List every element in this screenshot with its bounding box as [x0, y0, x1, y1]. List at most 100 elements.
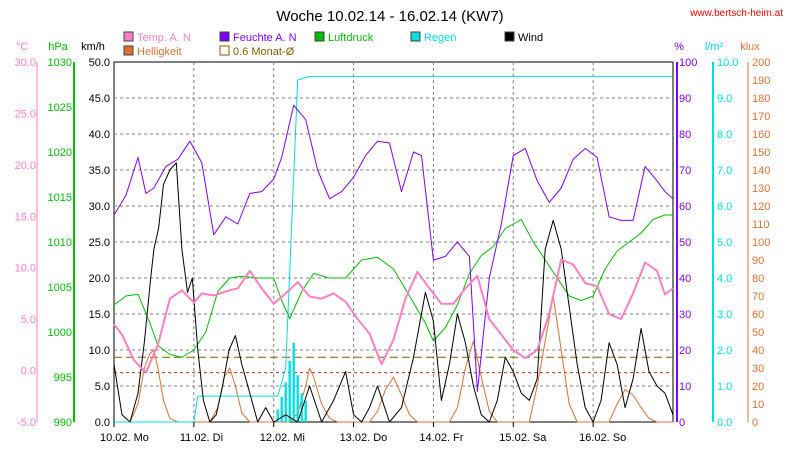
axis-tick-label: 20	[752, 381, 764, 393]
legend-swatch	[123, 31, 134, 42]
right-axes: %1009080706050403020100l/m²10.09.08.07.0…	[674, 41, 770, 429]
axis-tick-label: 20.0	[89, 273, 110, 285]
axis-tick-label: 90	[679, 93, 691, 105]
axis-tick-label: 4.0	[717, 273, 732, 285]
axis-tick-label: 1000	[48, 327, 72, 339]
axis-tick-label: 5.0	[717, 237, 732, 249]
axis-tick-label: 30.0	[15, 57, 36, 69]
legend-swatch	[314, 31, 325, 42]
series-line-temp	[113, 258, 674, 374]
axis-unit-helligkeit: klux	[740, 41, 760, 53]
x-axis: 10.02. Mo 11.02. Di 12.02. Mi 13.02. Do 14.0…	[100, 422, 626, 444]
legend-label: Helligkeit	[137, 46, 182, 58]
series-bar-regen	[304, 400, 307, 422]
axis-tick-label: 25.0	[15, 108, 36, 120]
axis-tick-label: 50	[679, 237, 691, 249]
axis-tick-label: 10.0	[89, 345, 110, 357]
axis-tick-label: 110	[752, 219, 770, 231]
legend-swatch	[504, 31, 515, 42]
axis-unit-feuchte: %	[674, 41, 684, 53]
axis-tick-label: 80	[752, 273, 764, 285]
axis-tick-label: 45.0	[89, 93, 110, 105]
axis-tick-label: 0	[752, 417, 758, 429]
axis-tick-label: 15.0	[15, 211, 36, 223]
legend-item-temp: Temp. A. N	[123, 31, 191, 44]
axis-tick-label: 190	[752, 75, 770, 87]
axis-unit-wind: km/h	[81, 41, 105, 53]
axis-unit-temp: °C	[16, 41, 28, 53]
axis-tick-label: 50	[752, 327, 764, 339]
legend-item-wind: Wind	[504, 31, 543, 44]
axis-tick-label: 9.0	[717, 93, 732, 105]
axis-tick-label: 40	[752, 345, 764, 357]
axis-tick-label: 10.0	[717, 57, 738, 69]
axis-tick-label: 20.0	[15, 160, 36, 172]
legend-item-luftdruck: Luftdruck	[314, 31, 374, 44]
axis-tick-label: 60	[752, 309, 764, 321]
axis-tick-label: 200	[752, 57, 770, 69]
axis-tick-label: 100	[752, 237, 770, 249]
axis-tick-label: 40	[679, 273, 691, 285]
axis-tick-label: 0.0	[21, 366, 36, 378]
axis-tick-label: 25.0	[89, 237, 110, 249]
axis-tick-label: 1015	[48, 192, 72, 204]
axis-tick-label: 1030	[48, 57, 72, 69]
axis-tick-label: 140	[752, 165, 770, 177]
axis-tick-label: 100	[679, 57, 697, 69]
axis-tick-label: 40.0	[89, 129, 110, 141]
legend-label: Luftdruck	[328, 32, 374, 44]
series-bar-regen	[276, 409, 279, 422]
axis-tick-label: 7.0	[717, 165, 732, 177]
axis-tick-label: 995	[54, 372, 72, 384]
axis-tick-label: 60	[679, 201, 691, 213]
axis-tick-label: 90	[752, 255, 764, 267]
legend-swatch	[219, 31, 230, 42]
axis-unit-luftdruck: hPa	[48, 41, 68, 53]
series-bar-regen	[292, 342, 295, 422]
legend-label: Feuchte A. N	[233, 32, 297, 44]
axis-tick-label: 5.0	[95, 381, 110, 393]
legend-swatch	[219, 45, 230, 56]
x-tick-label: 12.02. Mi	[260, 432, 305, 444]
series-bar-regen	[296, 375, 299, 422]
series-line-regen	[114, 75, 673, 423]
axis-tick-label: 80	[679, 129, 691, 141]
axis-tick-label: 10	[752, 399, 764, 411]
legend-label: Wind	[518, 32, 543, 44]
axis-tick-label: 120	[752, 201, 770, 213]
series-bar-regen	[284, 382, 287, 422]
axis-tick-label: 8.0	[717, 129, 732, 141]
axis-tick-label: 15.0	[89, 309, 110, 321]
legend-item-monat: 0.6 Monat-Ø	[219, 45, 295, 58]
grid-lines	[114, 62, 673, 422]
series-bar-regen	[288, 360, 291, 422]
axis-tick-label: 170	[752, 111, 770, 123]
axis-tick-label: 70	[752, 291, 764, 303]
axis-tick-label: 0.0	[95, 417, 110, 429]
left-axes: °C 30.0 25.0 20.0 15.0 10.0 5.0 0.0 -5.0 hPa 1030 1…	[15, 41, 110, 429]
series-line-feuchte	[113, 104, 674, 392]
axis-tick-label: 30	[679, 309, 691, 321]
x-tick-label: 14.02. Fr	[419, 432, 463, 444]
series-bar-regen	[300, 393, 303, 422]
source-link[interactable]: www.bertsch-heim.at	[689, 8, 783, 19]
axis-tick-label: 2.0	[717, 345, 732, 357]
legend: Temp. A. N Feuchte A. N Luftdruck Regen Wind…	[123, 31, 543, 58]
legend-item-helligkeit: Helligkeit	[123, 45, 182, 58]
axis-tick-label: 6.0	[717, 201, 732, 213]
series-bar-regen	[280, 396, 283, 422]
axis-helligkeit: klux200190180170160150140130120110100908…	[740, 41, 770, 429]
series-line-wind	[113, 162, 674, 423]
x-tick-label: 13.02. Do	[340, 432, 388, 444]
axis-tick-label: 70	[679, 165, 691, 177]
axis-tick-label: 0	[679, 417, 685, 429]
axis-tick-label: 5.0	[21, 314, 36, 326]
axis-tick-label: 20	[679, 345, 691, 357]
legend-label: Temp. A. N	[137, 32, 191, 44]
series-line-luftdruck	[113, 214, 673, 358]
axis-unit-regen: l/m²	[705, 41, 724, 53]
axis-tick-label: 160	[752, 129, 770, 141]
